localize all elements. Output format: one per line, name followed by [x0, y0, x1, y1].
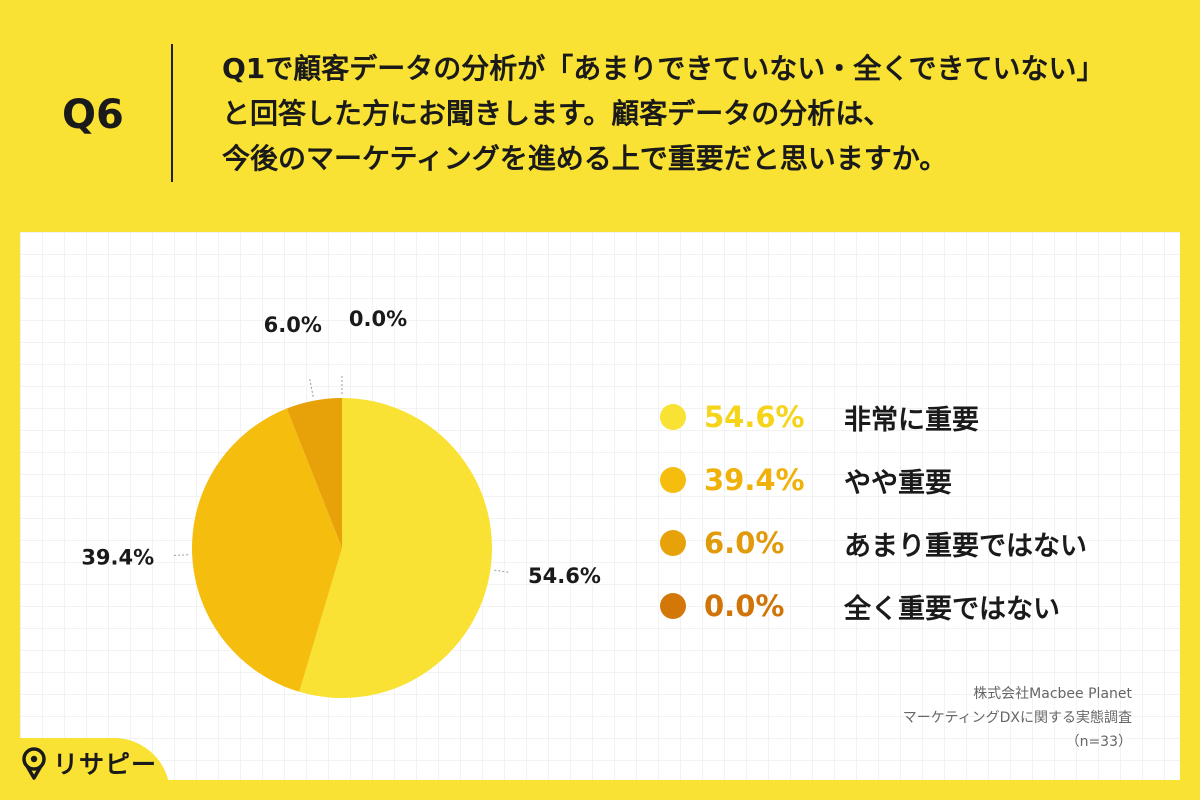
legend-swatch-3	[660, 530, 686, 556]
pin-icon	[22, 747, 46, 780]
legend-value-2: 39.4%	[704, 463, 805, 497]
leader-line-2	[174, 554, 189, 556]
logo-text: リサピー	[53, 750, 158, 779]
legend-item-1: 54.6% 非常に重要	[660, 397, 979, 437]
pie-slice-3	[286, 398, 342, 548]
question-text: Q1で顧客データの分析が「あまりできていない・全くできていない」 と回答した方に…	[222, 46, 1182, 181]
legend-value-4: 0.0%	[704, 589, 785, 623]
legend-swatch-2	[660, 467, 686, 493]
question-line-3: 今後のマーケティングを進める上で重要だと思いますか。	[222, 142, 948, 175]
pie-value-label-2: 39.4%	[81, 545, 154, 569]
source-survey: マーケティングDXに関する実態調査	[902, 710, 1132, 726]
question-line-2: と回答した方にお聞きします。顧客データの分析は、	[222, 97, 892, 130]
pie-value-label-3: 6.0%	[264, 313, 322, 337]
source-sample: （n=33）	[1065, 734, 1132, 750]
brand-logo: リサピー	[20, 745, 157, 781]
legend-item-2: 39.4% やや重要	[660, 460, 952, 500]
source-company: 株式会社Macbee Planet	[973, 686, 1132, 702]
pie-slice-2	[192, 408, 342, 692]
legend-label-3: あまり重要ではない	[844, 530, 1087, 562]
pie-value-label-4: 0.0%	[349, 307, 407, 331]
leader-line-3	[309, 378, 314, 397]
pie-slice-1	[299, 398, 493, 698]
legend-item-4: 0.0% 全く重要ではない	[660, 586, 1060, 626]
legend-label-2: やや重要	[844, 467, 952, 499]
question-divider	[171, 44, 173, 182]
legend-item-3: 6.0% あまり重要ではない	[660, 523, 1087, 563]
legend-value-3: 6.0%	[704, 526, 785, 560]
legend-value-1: 54.6%	[704, 400, 805, 434]
legend-swatch-1	[660, 404, 686, 430]
pie-chart: 54.6% 39.4% 6.0% 0.0%	[81, 307, 601, 698]
question-number: Q6	[62, 92, 124, 138]
question-line-1: Q1で顧客データの分析が「あまりできていない・全くできていない」	[222, 52, 1105, 85]
legend-label-1: 非常に重要	[844, 404, 979, 436]
pie-value-label-1: 54.6%	[528, 564, 601, 588]
legend-swatch-4	[660, 593, 686, 619]
chart-panel: 54.6% 39.4% 6.0% 0.0% 54.6% 非常に重要 39.4% やや重…	[20, 232, 1180, 780]
legend-label-4: 全く重要ではない	[844, 593, 1060, 625]
source-note: 株式会社Macbee Planet マーケティングDXに関する実態調査 （n=3…	[903, 682, 1132, 754]
leader-line-1	[494, 569, 509, 573]
